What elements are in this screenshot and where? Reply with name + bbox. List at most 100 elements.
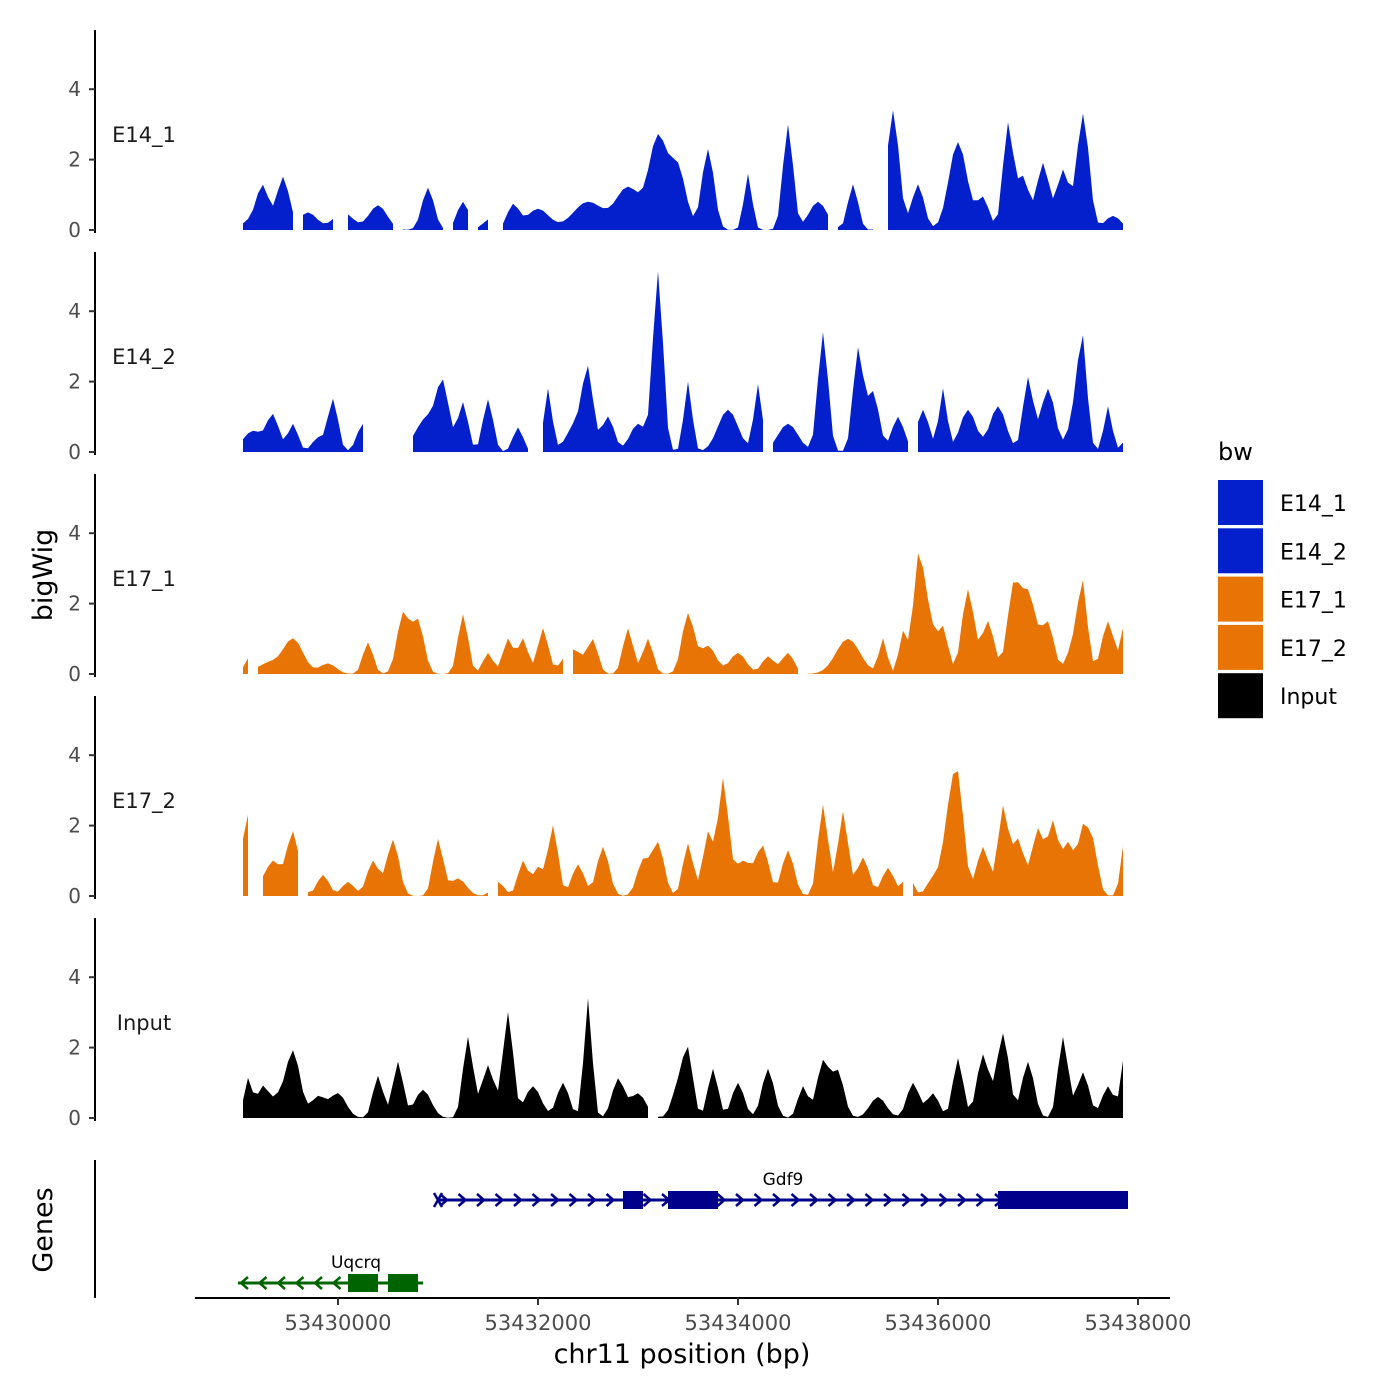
- y-tick-label: 2: [68, 1036, 81, 1060]
- strand-arrow: [294, 1276, 305, 1290]
- coverage-area: [503, 124, 828, 230]
- strand-arrow: [257, 1276, 268, 1290]
- genes-axis-title: Genes: [28, 1187, 59, 1272]
- y-tick-label: 4: [68, 965, 81, 989]
- track-label: Input: [117, 1011, 171, 1035]
- x-tick-label: 53438000: [1085, 1311, 1192, 1335]
- coverage-area: [658, 1033, 1123, 1118]
- x-axis: 53430000 53432000 53434000 53436000 53438000: [195, 1297, 1192, 1335]
- legend-key: [1218, 576, 1263, 622]
- strand-arrow: [313, 1276, 323, 1290]
- strand-arrow: [790, 1193, 801, 1207]
- y-tick-label: 2: [68, 148, 81, 172]
- x-tick-label: 53436000: [885, 1311, 992, 1335]
- strand-arrow: [457, 1193, 468, 1207]
- exon-coding: [1028, 1192, 1128, 1208]
- coverage-area: [453, 201, 468, 230]
- track-panel-e17_1: 0 2 4 E17_1: [68, 474, 1123, 686]
- strand-arrow: [550, 1193, 560, 1207]
- track-label: E17_1: [112, 567, 176, 592]
- x-axis-title: chr11 position (bp): [554, 1339, 811, 1370]
- strand-arrow: [827, 1193, 838, 1207]
- track-panel-e14_2: 0 2 4 E14_2: [68, 252, 1123, 464]
- track-panel-input: 0 2 4 Input: [68, 918, 1123, 1130]
- strand-arrow: [331, 1276, 342, 1290]
- strand-arrow: [716, 1193, 727, 1207]
- y-tick-label: 0: [68, 440, 81, 464]
- coverage-area: [243, 814, 248, 896]
- track-label: E14_2: [112, 345, 176, 370]
- x-tick-label: 53432000: [485, 1311, 592, 1335]
- strand-arrow: [901, 1193, 912, 1207]
- coverage-area: [348, 205, 393, 230]
- strand-arrow: [772, 1193, 782, 1207]
- x-tick-label: 53434000: [685, 1311, 792, 1335]
- coverage-area: [498, 777, 903, 896]
- y-tick-label: 4: [68, 299, 81, 323]
- coverage-area: [543, 271, 763, 452]
- strand-arrow: [753, 1193, 764, 1207]
- exon: [623, 1191, 643, 1209]
- strand-arrow: [513, 1193, 523, 1207]
- strand-arrow: [846, 1193, 856, 1207]
- exon: [348, 1274, 378, 1292]
- strand-arrow: [642, 1193, 653, 1207]
- coverage-area: [263, 831, 298, 896]
- coverage-area: [243, 398, 363, 452]
- legend: bw E14_1 E14_2 E17_1 E17_2 Input: [1218, 438, 1347, 719]
- coverage-area: [773, 332, 908, 452]
- y-tick-label: 0: [68, 1106, 81, 1130]
- y-tick-label: 0: [68, 218, 81, 242]
- strand-arrow: [239, 1276, 249, 1290]
- coverage-area: [243, 176, 293, 230]
- track-label: E17_2: [112, 789, 176, 814]
- strand-arrow: [975, 1193, 986, 1207]
- coverage-area: [478, 219, 488, 230]
- coverage-area: [403, 187, 443, 230]
- y-tick-label: 2: [68, 370, 81, 394]
- strand-arrow: [920, 1193, 930, 1207]
- coverage-area: [838, 184, 873, 230]
- coverage-area: [918, 335, 1123, 452]
- legend-label: Input: [1280, 685, 1337, 710]
- strand-arrow: [568, 1193, 579, 1207]
- coverage-area: [243, 658, 248, 674]
- coverage-area: [413, 379, 528, 452]
- y-tick-label: 4: [68, 743, 81, 767]
- genes-panel: Gdf9 Uqcrq: [94, 1160, 1128, 1298]
- track-panel-e14_1: 0 2 4 E14_1: [68, 30, 1123, 242]
- coverage-area: [258, 611, 563, 674]
- y-tick-label: 4: [68, 521, 81, 545]
- legend-key: [1218, 528, 1263, 574]
- strand-arrow: [809, 1193, 819, 1207]
- y-tick-label: 0: [68, 662, 81, 686]
- strand-arrow: [439, 1193, 449, 1207]
- strand-arrow: [276, 1276, 286, 1290]
- strand-arrow: [476, 1193, 486, 1207]
- gene-uqcrq: Uqcrq: [238, 1253, 423, 1292]
- strand-arrow: [605, 1193, 616, 1207]
- track-panels: 0 2 4 E14_1 0 2 4 E14_2 0 2 4 E17_1 0 2 4 E17_2 0 2 4 Input: [68, 30, 1123, 1130]
- legend-key: [1218, 480, 1263, 525]
- legend-label: E14_2: [1280, 540, 1347, 565]
- exon: [388, 1274, 418, 1292]
- strand-arrow: [883, 1193, 893, 1207]
- strand-arrow: [531, 1193, 542, 1207]
- coverage-area: [308, 838, 488, 896]
- coverage-area: [243, 998, 648, 1118]
- gene-gdf9: Gdf9: [432, 1170, 1128, 1209]
- y-axis-title: bigWig: [28, 529, 59, 622]
- strand-arrow: [957, 1193, 967, 1207]
- exon: [668, 1191, 718, 1209]
- legend-key: [1218, 624, 1263, 670]
- strand-arrow: [864, 1193, 875, 1207]
- legend-label: E17_2: [1280, 637, 1347, 662]
- y-tick-label: 0: [68, 884, 81, 908]
- y-tick-label: 2: [68, 814, 81, 838]
- legend-label: E17_1: [1280, 589, 1347, 614]
- track-panel-e17_2: 0 2 4 E17_2: [68, 696, 1123, 908]
- coverage-area: [913, 771, 1123, 896]
- gene-label: Uqcrq: [331, 1253, 381, 1273]
- strand-arrow: [494, 1193, 505, 1207]
